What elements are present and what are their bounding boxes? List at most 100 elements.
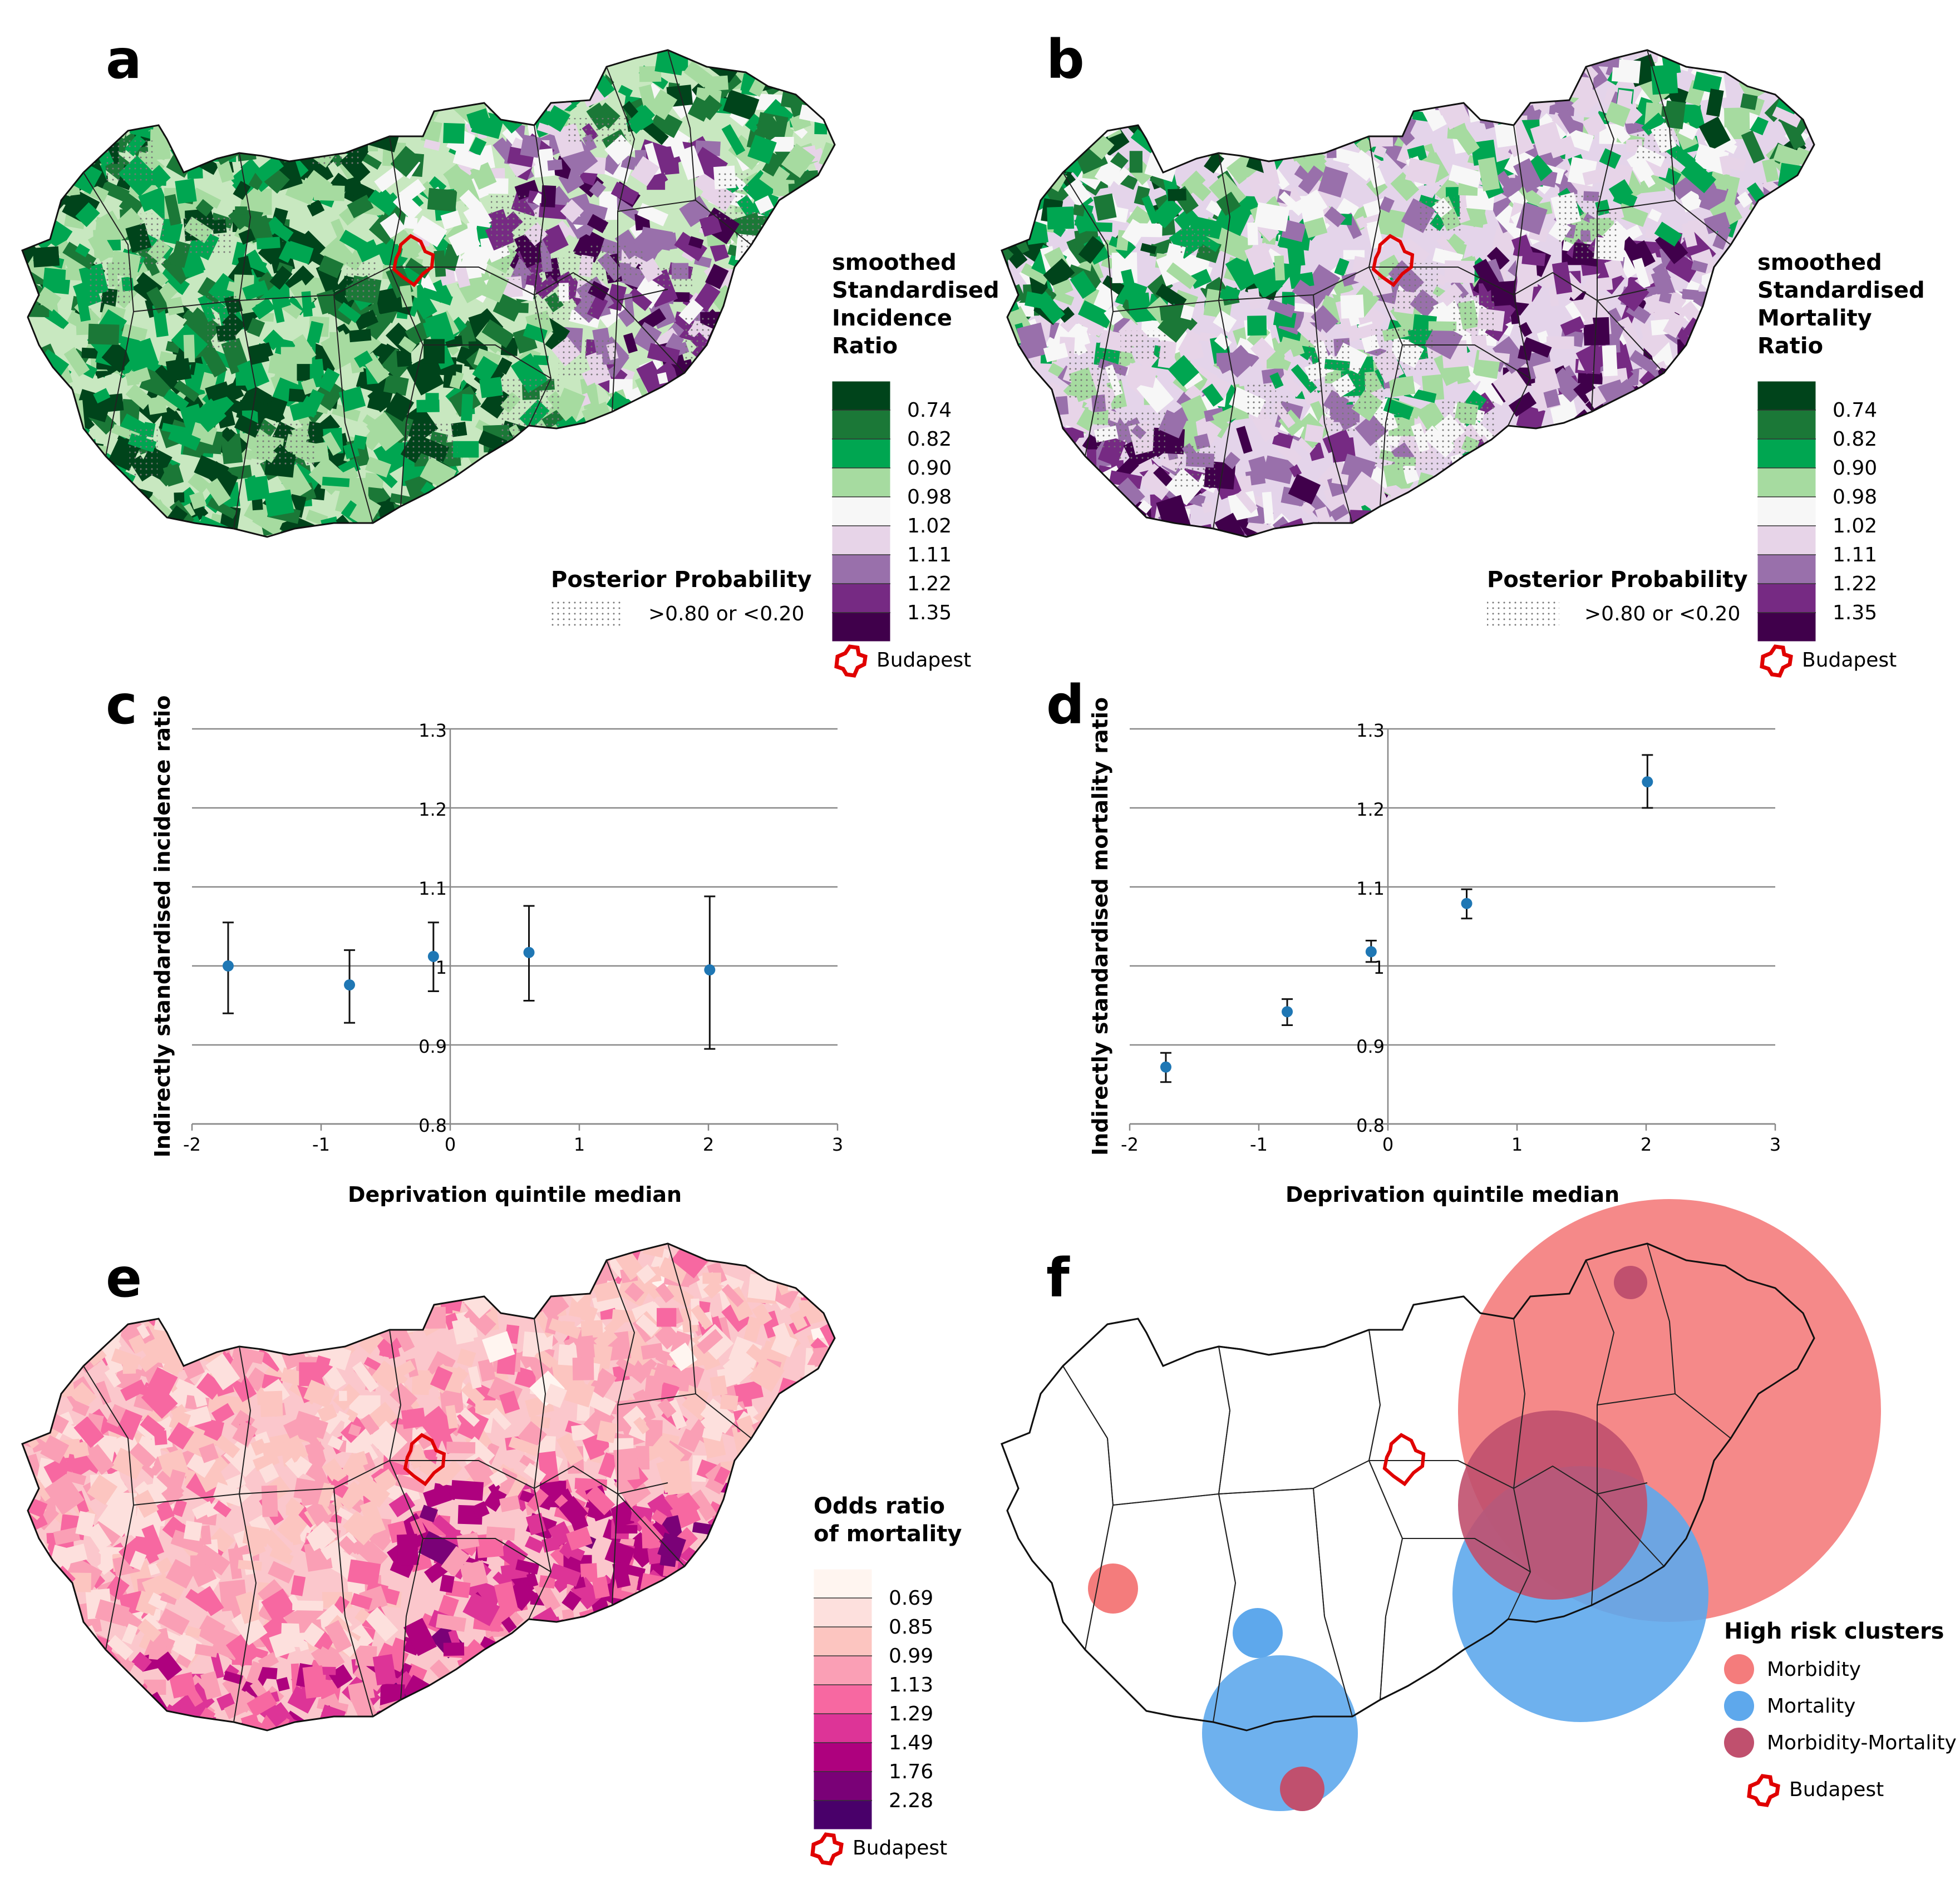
map-a-cell: [33, 167, 61, 179]
map-b-cell: [1190, 100, 1212, 114]
map-a-cell: [780, 315, 815, 353]
map-e-cell: [172, 1499, 187, 1517]
map-a-cell: [368, 127, 378, 152]
map-b-cell: [1159, 303, 1186, 321]
map-b-cell: [1689, 498, 1706, 516]
map-b-cell: [1602, 504, 1634, 537]
map-e-cell: [106, 1404, 126, 1427]
map-a-cell: [496, 357, 513, 375]
map-e-cell: [27, 1595, 41, 1622]
map-b-cell: [1002, 452, 1023, 480]
map-a-cell: [756, 515, 774, 537]
map-e-cell: [277, 1511, 308, 1543]
map-a-cell: [404, 545, 430, 570]
map-e-cell: [142, 1723, 171, 1730]
map-b-cell: [1311, 545, 1342, 576]
map-b-county-border: [1597, 300, 1664, 373]
map-e-cell: [544, 1658, 560, 1675]
map-a-cell: [692, 545, 717, 569]
map-b-cell: [1744, 358, 1760, 381]
map-b-cell: [1318, 166, 1348, 198]
map-a-cell: [459, 499, 488, 527]
map-e-cell: [183, 1681, 203, 1707]
map-e-cell: [367, 1717, 388, 1730]
map-b-cell: [1503, 78, 1525, 93]
map-a-cell: [490, 478, 515, 502]
map-e-cell: [214, 1728, 241, 1730]
map-a-cell: [537, 53, 555, 85]
map-b-cell: [1693, 144, 1729, 175]
map-a-cell: [511, 499, 540, 515]
map-e-cell: [655, 1283, 674, 1303]
map-a-cell: [644, 542, 666, 570]
map-a-cell: [431, 88, 452, 111]
map-e-cell: [185, 1625, 201, 1639]
map-a-cell: [28, 304, 50, 318]
map-e-cell: [54, 1251, 80, 1272]
map-b-cell: [1560, 75, 1594, 100]
map-b-cell: [1633, 519, 1652, 536]
map-a-cell: [195, 199, 214, 217]
map-b-cell: [1775, 52, 1810, 79]
map-e-cell: [821, 1436, 835, 1456]
map-e-cell: [0, 1406, 22, 1439]
map-a-cell: [30, 393, 47, 415]
map-b-cell: [1102, 63, 1122, 93]
map-a-cell: [738, 50, 749, 74]
map-b-cell: [1028, 450, 1056, 481]
map-e-cell: [727, 1530, 746, 1545]
map-b-cell: [1693, 514, 1725, 537]
map-a-cell: [134, 489, 153, 516]
map-a-cell: [475, 478, 490, 491]
map-e-cell: [453, 1246, 488, 1281]
map-e-cell: [261, 1441, 282, 1458]
map-b-cell: [1443, 525, 1471, 537]
map-b-cell: [1481, 544, 1498, 564]
map-a-cell: [205, 81, 225, 95]
map-b-cell: [1341, 105, 1368, 115]
map-e-cell: [280, 1315, 302, 1337]
map-e-cell: [767, 1463, 781, 1481]
map-a-cell: [320, 330, 359, 371]
map-b-cell: [1654, 221, 1682, 247]
map-a-cell: [687, 448, 723, 484]
map-b-cell: [1315, 50, 1334, 71]
map-e-cell: [161, 1287, 174, 1303]
map-e-cell: [22, 1248, 27, 1270]
map-a-cell: [748, 247, 774, 276]
map-b-cell: [1696, 510, 1722, 529]
map-b-cell: [1201, 501, 1214, 514]
map-e-cell: [791, 1718, 810, 1730]
map-b-cell: [1301, 501, 1316, 515]
map-a-cell: [761, 295, 783, 314]
map-b-cell: [1385, 116, 1403, 132]
map-b-cell: [1691, 519, 1709, 537]
map-b-significance: [1371, 328, 1435, 371]
map-e-cell: [76, 1684, 103, 1698]
map-a-cell: [141, 526, 170, 537]
map-e-cell: [791, 1543, 816, 1570]
map-e-cell: [61, 1422, 83, 1442]
map-e-cell: [149, 1636, 168, 1661]
map-b-cell: [1751, 61, 1771, 73]
map-b-cell: [1685, 338, 1713, 365]
map-e-cell: [533, 1260, 570, 1297]
map-a-cell: [479, 377, 503, 398]
map-b-cell: [1493, 100, 1515, 125]
map-b-cell: [1006, 382, 1026, 408]
map-b-cell: [1537, 52, 1570, 89]
map-b-cell: [1274, 255, 1285, 281]
map-a-cell: [697, 491, 723, 520]
map-b-cell: [1297, 436, 1316, 453]
map-a-cell: [648, 431, 669, 453]
map-a-cell: [381, 72, 413, 108]
map-a-cell: [632, 322, 662, 352]
map-e-cell: [119, 1712, 137, 1728]
map-e-cell: [327, 1435, 344, 1451]
map-b-cell: [1228, 491, 1259, 521]
map-e-cell: [548, 1271, 573, 1294]
map-e-cell: [648, 1636, 679, 1668]
map-b-cell: [1114, 477, 1145, 510]
map-a-cell: [321, 53, 351, 83]
map-e-cell: [557, 1621, 579, 1634]
